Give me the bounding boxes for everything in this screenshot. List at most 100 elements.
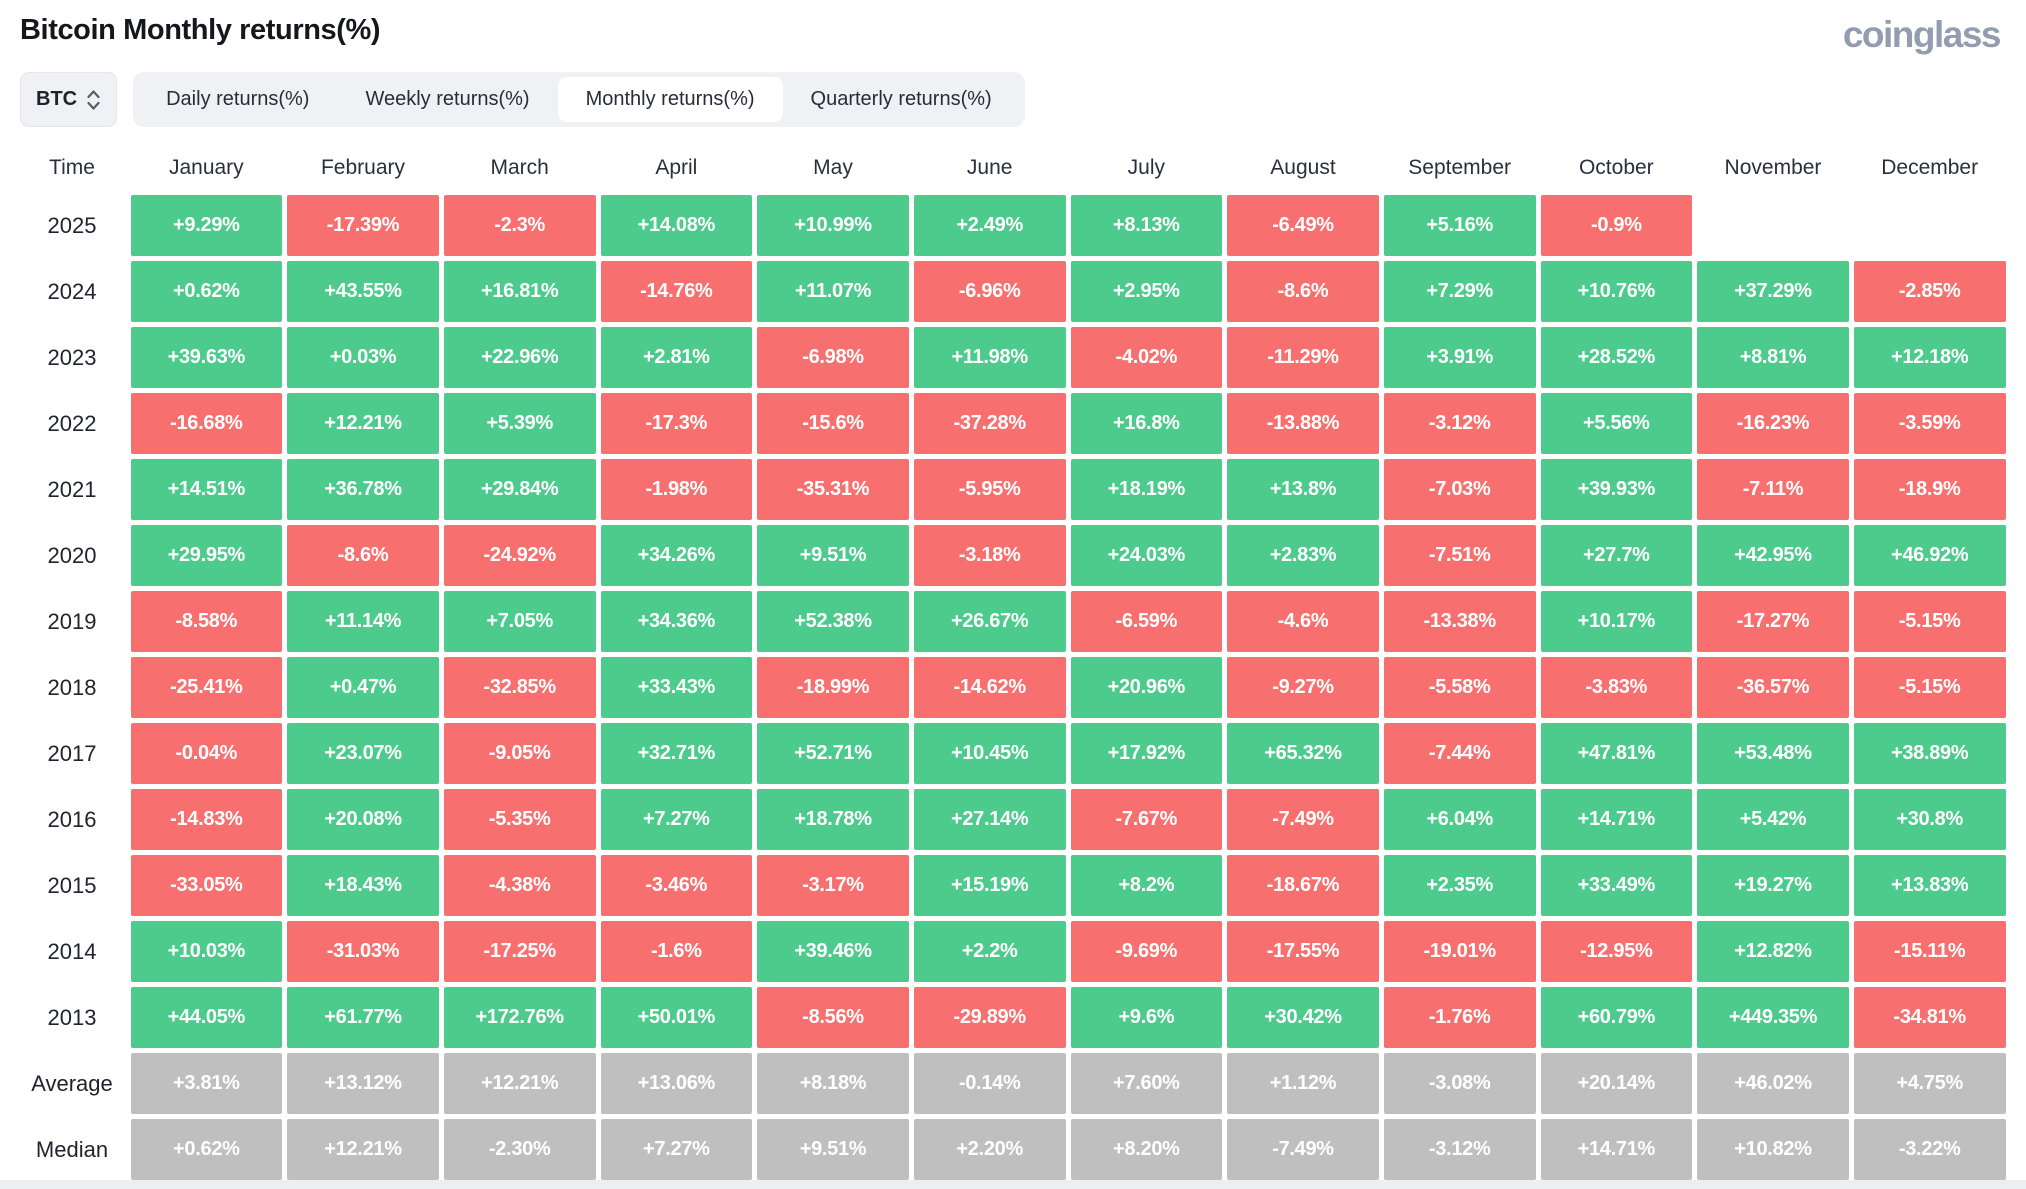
return-cell-2024-october: +10.76% [1540,261,1693,322]
column-header-july: July [1127,156,1165,179]
returns-table: Time January February March April May June July… [0,127,2026,1180]
return-cell-2020-october: +27.7% [1540,525,1693,586]
return-cell-2013-june: -29.89% [913,987,1066,1048]
row-label-2022: 2022 [47,410,97,436]
column-header-june: June [966,156,1013,179]
return-cell-2023-july: -4.02% [1070,327,1223,388]
coinglass-logo: coinglass [1842,14,2002,55]
column-header-august: August [1270,156,1336,179]
return-cell-2024-december: -2.85% [1853,261,2006,322]
return-cell-2015-march: -4.38% [443,855,596,916]
return-cell-2014-august: -17.55% [1227,921,1379,982]
return-cell-2015-june: +15.19% [913,855,1066,916]
row-label-2021: 2021 [47,476,97,502]
return-cell-2024-april: -14.76% [600,261,753,322]
return-cell-median-february: +12.21% [287,1119,439,1180]
return-cell-2020-november: +42.95% [1697,525,1849,586]
table-row-2016: 2016 -14.83% +20.08% -5.35% +7.27% +18.78% +27… [16,789,2008,850]
return-cell-2013-august: +30.42% [1227,987,1379,1048]
table-row-2023: 2023 +39.63% +0.03% +22.96% +2.81% -6.98% +11.… [16,327,2008,388]
return-cell-average-october: +20.14% [1540,1053,1693,1114]
return-cell-2022-december: -3.59% [1853,393,2006,454]
return-cell-2016-august: -7.49% [1227,789,1379,850]
return-cell-2017-august: +65.32% [1227,723,1379,784]
row-label-2020: 2020 [47,542,97,568]
return-cell-2023-january: +39.63% [130,327,283,388]
return-cell-2017-july: +17.92% [1070,723,1223,784]
return-cell-median-august: -7.49% [1227,1119,1379,1180]
return-cell-2015-april: -3.46% [600,855,753,916]
return-cell-2019-march: +7.05% [443,591,596,652]
return-cell-2013-october: +60.79% [1540,987,1693,1048]
up-down-chevron-icon [87,89,100,110]
return-cell-2017-january: -0.04% [130,723,283,784]
table-row-2021: 2021 +14.51% +36.78% +29.84% -1.98% -35.31% -5… [16,459,2008,520]
tab-daily-returns[interactable]: Daily returns(%) [166,88,310,110]
return-cell-2016-september: +6.04% [1383,789,1536,850]
return-cell-2023-november: +8.81% [1697,327,1849,388]
row-label-2013: 2013 [47,1004,97,1030]
return-cell-2024-january: +0.62% [130,261,283,322]
return-cell-2014-november: +12.82% [1697,921,1849,982]
column-header-may: May [813,156,853,179]
return-cell-2014-january: +10.03% [130,921,283,982]
return-cell-2019-july: -6.59% [1070,591,1223,652]
topbar: Bitcoin Monthly returns(%) coinglass [0,0,2026,56]
return-cell-2021-january: +14.51% [130,459,283,520]
row-label-2023: 2023 [47,344,97,370]
return-cell-2014-march: -17.25% [443,921,596,982]
row-label-2018: 2018 [47,674,97,700]
return-cell-2025-october: -0.9% [1540,195,1693,256]
table-header-row: Time January February March April May June July… [16,141,2008,195]
return-cell-2020-august: +2.83% [1227,525,1379,586]
return-cell-2022-march: +5.39% [443,393,596,454]
return-cell-2016-may: +18.78% [757,789,909,850]
return-cell-median-september: -3.12% [1383,1119,1536,1180]
tab-weekly-returns[interactable]: Weekly returns(%) [365,88,530,110]
return-cell-2022-february: +12.21% [287,393,439,454]
column-header-december: December [1881,156,1979,179]
return-cell-2013-september: -1.76% [1383,987,1536,1048]
return-cell-2016-july: -7.67% [1070,789,1223,850]
return-cell-2022-may: -15.6% [757,393,909,454]
return-cell-median-december: -3.22% [1853,1119,2006,1180]
column-header-october: October [1578,156,1654,179]
table-row-2025: 2025 +9.29% -17.39% -2.3% +14.08% +10.99% +2.4… [16,195,2008,256]
return-cell-2025-september: +5.16% [1383,195,1536,256]
return-cell-2015-january: -33.05% [130,855,283,916]
return-cell-2024-june: -6.96% [913,261,1066,322]
return-cell-2017-may: +52.71% [757,723,909,784]
return-cell-2015-may: -3.17% [757,855,909,916]
tab-monthly-returns[interactable]: Monthly returns(%) [557,77,783,122]
return-cell-2017-march: -9.05% [443,723,596,784]
return-cell-2019-january: -8.58% [130,591,283,652]
return-cell-2020-february: -8.6% [287,525,439,586]
return-cell-2021-june: -5.95% [913,459,1066,520]
return-cell-2013-april: +50.01% [600,987,753,1048]
return-cell-2016-november: +5.42% [1697,789,1849,850]
return-cell-2021-november: -7.11% [1697,459,1849,520]
return-cell-2019-february: +11.14% [287,591,439,652]
coin-selector[interactable]: BTC [20,72,118,127]
return-cell-2018-june: -14.62% [913,657,1066,718]
return-cell-2014-june: +2.2% [913,921,1066,982]
return-cell-2025-august: -6.49% [1227,195,1379,256]
row-label-2025: 2025 [47,212,97,238]
return-cell-2025-june: +2.49% [913,195,1066,256]
row-label-2014: 2014 [47,938,97,964]
table-row-2019: 2019 -8.58% +11.14% +7.05% +34.36% +52.38% +26… [16,591,2008,652]
return-cell-2016-april: +7.27% [600,789,753,850]
return-cell-2014-may: +39.46% [757,921,909,982]
return-cell-median-april: +7.27% [600,1119,753,1180]
return-cell-2022-october: +5.56% [1540,393,1693,454]
row-label-2019: 2019 [47,608,97,634]
tab-quarterly-returns[interactable]: Quarterly returns(%) [810,88,992,110]
horizontal-scrollbar[interactable] [0,1180,2026,1189]
return-cell-average-december: +4.75% [1853,1053,2006,1114]
return-cell-2016-october: +14.71% [1540,789,1693,850]
return-cell-2024-march: +16.81% [443,261,596,322]
return-cell-2024-july: +2.95% [1070,261,1223,322]
return-cell-2025-march: -2.3% [443,195,596,256]
return-cell-2020-april: +34.26% [600,525,753,586]
return-cell-2025-january: +9.29% [130,195,283,256]
